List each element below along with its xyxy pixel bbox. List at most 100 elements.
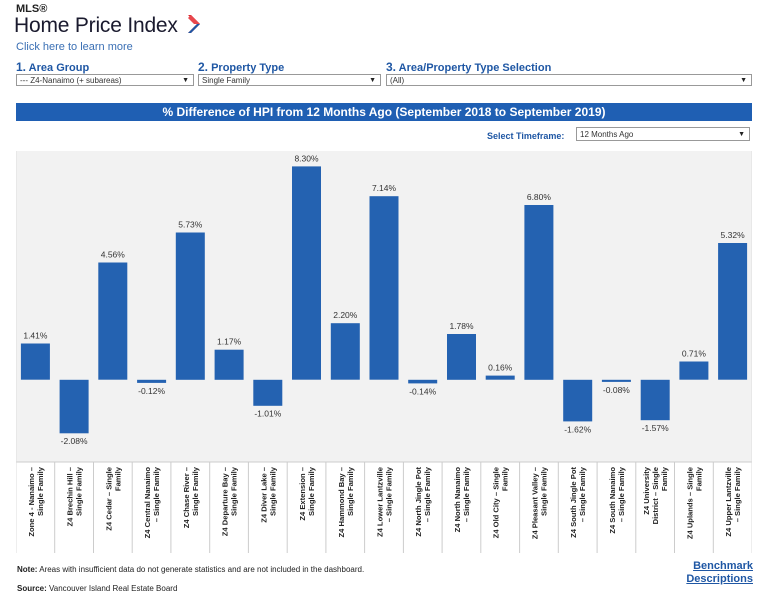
category-label-line: – Single Family xyxy=(385,466,394,522)
category-label-line: – Single Family xyxy=(733,466,742,522)
category-label-line: Z4 North Jingle Pot xyxy=(414,467,423,537)
category-label-line: – Single Family xyxy=(462,466,471,522)
area-property-select[interactable]: (All) ▼ xyxy=(386,74,752,86)
category-label-line: Z4 Brechin Hill – xyxy=(66,467,75,527)
area-property-label: 3. Area/Property Type Selection xyxy=(386,60,552,74)
category-label-line: Zone 4 - Nanaimo – xyxy=(27,467,36,537)
category-label: Z4 Lower Lantzville– Single Family xyxy=(376,466,394,537)
category-label: Z4 Central Nanaimo– Single Family xyxy=(143,466,161,538)
category-label: Z4 South Jingle Pot– Single Family xyxy=(569,466,587,538)
category-label-line: District – Single xyxy=(651,467,660,524)
bar xyxy=(330,323,360,380)
category-label: Z4 Extension –Single Family xyxy=(298,466,316,520)
chevron-down-icon: ▼ xyxy=(738,131,745,138)
category-label: Z4 Cedar – SingleFamily xyxy=(104,466,122,531)
bar xyxy=(137,379,167,383)
category-label-line: – Single Family xyxy=(423,466,432,522)
bar xyxy=(98,262,128,380)
data-label: 7.14% xyxy=(372,183,397,193)
benchmark-descriptions-link[interactable]: Benchmark Descriptions xyxy=(686,560,753,585)
category-label-line: Z4 Lower Lantzville xyxy=(376,467,385,537)
data-label: 1.41% xyxy=(23,331,48,341)
category-label: Z4 South Nanaimo– Single Family xyxy=(608,466,626,533)
bar xyxy=(369,196,399,380)
category-label-line: Single Family xyxy=(268,466,277,516)
data-label: 0.71% xyxy=(682,349,707,359)
bar xyxy=(718,243,748,380)
category-label-line: Z4 University xyxy=(642,466,651,514)
area-group-label: 1. Area Group xyxy=(16,60,90,74)
data-label: 5.73% xyxy=(178,220,203,230)
category-label-line: Z4 Uplands – Single xyxy=(685,467,694,539)
category-label-line: Single Family xyxy=(346,466,355,516)
brand-header: MLS® Home Price Index Click here to lear… xyxy=(14,2,314,56)
category-label-line: Z4 Extension – xyxy=(298,467,307,521)
data-label: -0.12% xyxy=(138,386,165,396)
learn-more-link[interactable]: Click here to learn more xyxy=(16,41,133,53)
data-label: 0.16% xyxy=(488,363,513,373)
category-label-line: Family xyxy=(694,466,703,491)
data-label: 1.78% xyxy=(449,321,474,331)
category-label: Z4 Chase River –Single Family xyxy=(182,466,200,528)
category-label-line: Single Family xyxy=(36,466,45,516)
category-label-line: – Single Family xyxy=(578,466,587,522)
category-label-line: Single Family xyxy=(75,466,84,516)
category-label-line: Family xyxy=(501,466,510,491)
category-label-line: Z4 South Jingle Pot xyxy=(569,467,578,538)
bar xyxy=(679,361,709,380)
timeframe-label: Select Timeframe: xyxy=(487,131,565,141)
bar xyxy=(640,379,670,421)
chevron-down-icon: ▼ xyxy=(182,77,189,84)
category-label-line: Z4 North Nanaimo xyxy=(453,467,462,533)
category-label-line: Z4 Cedar – Single xyxy=(104,467,113,531)
category-label-line: – Single Family xyxy=(617,466,626,522)
category-label: Z4 UniversityDistrict – SingleFamily xyxy=(642,466,669,524)
bar xyxy=(175,232,205,380)
category-label: Z4 Departure Bay –Single Family xyxy=(221,466,239,536)
chevron-down-icon: ▼ xyxy=(369,77,376,84)
property-type-select[interactable]: Single Family ▼ xyxy=(198,74,381,86)
chevron-down-icon: ▼ xyxy=(740,77,747,84)
bar xyxy=(485,375,515,380)
category-label-line: Z4 South Nanaimo xyxy=(608,467,617,534)
category-label-line: Single Family xyxy=(191,466,200,516)
data-label: -1.62% xyxy=(564,424,591,434)
footer-note: Note: Areas with insufficient data do no… xyxy=(17,565,365,574)
bar xyxy=(214,349,244,380)
footer-source: Source: Vancouver Island Real Estate Boa… xyxy=(17,584,178,593)
data-label: -2.08% xyxy=(61,436,88,446)
data-label: 5.32% xyxy=(721,230,746,240)
hpi-logo-icon xyxy=(188,15,200,33)
category-label-line: Z4 Hammond Bay – xyxy=(337,467,346,537)
category-label-line: Family xyxy=(660,466,669,491)
bar xyxy=(20,343,50,380)
category-label-line: – Single Family xyxy=(152,466,161,522)
chart-title: % Difference of HPI from 12 Months Ago (… xyxy=(16,103,752,121)
category-label: Z4 Old City – SingleFamily xyxy=(492,466,510,538)
category-label: Z4 Pleasant Valley –Single Family xyxy=(530,466,548,539)
category-label-line: Single Family xyxy=(230,466,239,516)
category-label-line: Z4 Chase River – xyxy=(182,467,191,528)
category-label-line: Z4 Diver Lake – xyxy=(259,467,268,523)
bar xyxy=(447,334,476,380)
data-label: -1.01% xyxy=(254,409,281,419)
mls-mark: MLS® xyxy=(16,3,48,15)
data-label: 6.80% xyxy=(527,192,552,202)
category-label: Z4 North Jingle Pot– Single Family xyxy=(414,466,432,536)
bar xyxy=(408,379,438,384)
bar xyxy=(563,379,593,422)
category-label: Z4 Uplands – SingleFamily xyxy=(685,466,703,539)
category-label-line: Z4 Old City – Single xyxy=(492,467,501,538)
area-group-select[interactable]: --- Z4-Nanaimo (+ subareas) ▼ xyxy=(16,74,194,86)
category-label-line: Z4 Pleasant Valley – xyxy=(530,467,539,539)
category-label: Z4 Hammond Bay –Single Family xyxy=(337,466,355,537)
bar xyxy=(601,379,631,382)
bar xyxy=(292,166,321,380)
bar xyxy=(253,379,283,406)
bar xyxy=(59,379,89,434)
category-label-line: Family xyxy=(113,466,122,491)
timeframe-select[interactable]: 12 Months Ago ▼ xyxy=(576,127,750,141)
data-label: -0.08% xyxy=(603,385,630,395)
category-label: Z4 Brechin Hill –Single Family xyxy=(66,466,84,526)
data-label: 4.56% xyxy=(101,250,126,260)
